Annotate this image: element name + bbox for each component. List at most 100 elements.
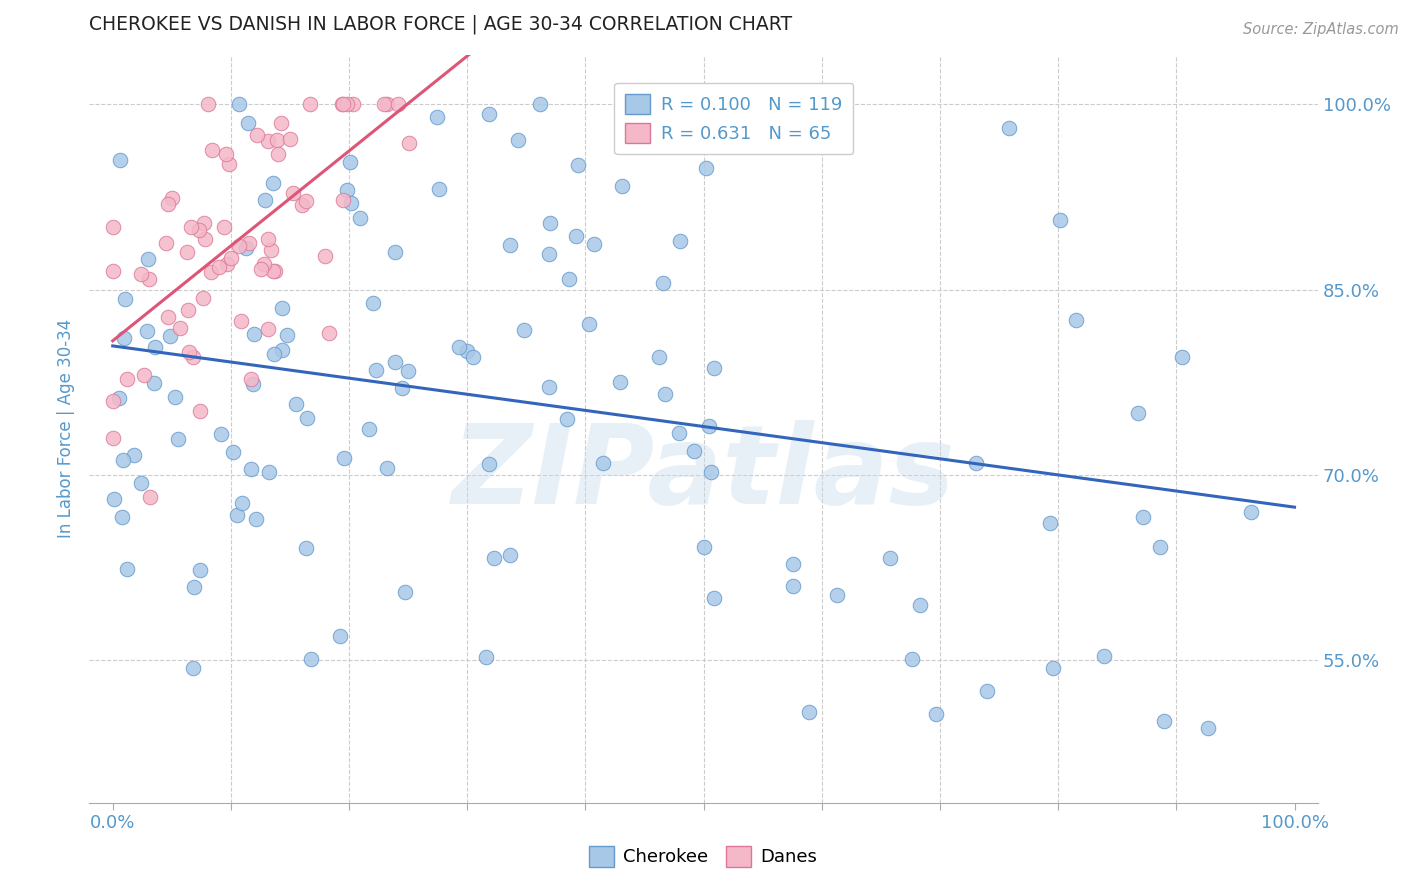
Point	[695, 161, 717, 175]
Point	[115, 372, 138, 386]
Point	[239, 462, 262, 476]
Point	[498, 238, 520, 252]
Point	[700, 465, 723, 479]
Point	[239, 372, 262, 386]
Point	[384, 244, 406, 259]
Point	[166, 432, 188, 446]
Point	[1197, 721, 1219, 735]
Point	[375, 461, 398, 475]
Point	[384, 355, 406, 369]
Point	[1039, 516, 1062, 530]
Point	[537, 247, 560, 261]
Point	[276, 327, 298, 342]
Point	[1049, 212, 1071, 227]
Point	[782, 579, 804, 593]
Point	[194, 232, 217, 246]
Point	[456, 344, 478, 359]
Point	[291, 198, 314, 212]
Point	[271, 343, 294, 357]
Point	[478, 457, 501, 471]
Point	[692, 540, 714, 554]
Point	[538, 216, 561, 230]
Point	[610, 179, 633, 194]
Point	[965, 456, 987, 470]
Point	[188, 404, 211, 418]
Point	[188, 223, 211, 237]
Point	[782, 557, 804, 571]
Point	[363, 296, 385, 310]
Point	[668, 426, 690, 441]
Point	[301, 652, 323, 666]
Point	[228, 97, 250, 112]
Point	[101, 393, 124, 408]
Point	[475, 650, 498, 665]
Point	[427, 182, 450, 196]
Point	[555, 412, 578, 426]
Point	[565, 229, 588, 244]
Point	[339, 154, 361, 169]
Point	[825, 588, 848, 602]
Point	[124, 448, 146, 462]
Point	[1132, 510, 1154, 524]
Point	[426, 110, 449, 124]
Point	[262, 177, 284, 191]
Point	[260, 244, 283, 258]
Point	[165, 390, 187, 404]
Point	[193, 292, 215, 306]
Point	[138, 252, 160, 266]
Point	[193, 216, 215, 230]
Point	[879, 551, 901, 566]
Point	[188, 563, 211, 577]
Point	[654, 386, 676, 401]
Point	[169, 320, 191, 334]
Point	[901, 652, 924, 666]
Point	[357, 422, 380, 436]
Point	[1126, 406, 1149, 420]
Point	[976, 684, 998, 698]
Point	[270, 301, 292, 316]
Point	[567, 158, 589, 172]
Point	[1153, 714, 1175, 729]
Point	[112, 453, 135, 467]
Point	[235, 241, 257, 255]
Point	[155, 236, 177, 251]
Legend: R = 0.100   N = 119, R = 0.631   N = 65: R = 0.100 N = 119, R = 0.631 N = 65	[614, 83, 853, 154]
Point	[513, 323, 536, 337]
Point	[208, 260, 231, 275]
Point	[387, 97, 409, 112]
Point	[703, 361, 725, 376]
Point	[669, 234, 692, 248]
Point	[246, 128, 269, 143]
Text: CHEROKEE VS DANISH IN LABOR FORCE | AGE 30-34 CORRELATION CHART: CHEROKEE VS DANISH IN LABOR FORCE | AGE …	[89, 15, 792, 35]
Point	[243, 327, 266, 342]
Point	[270, 115, 292, 129]
Point	[330, 97, 353, 112]
Text: ZIPatlas: ZIPatlas	[451, 420, 956, 527]
Point	[212, 219, 235, 234]
Point	[139, 490, 162, 504]
Point	[217, 256, 239, 270]
Text: Source: ZipAtlas.com: Source: ZipAtlas.com	[1243, 22, 1399, 37]
Point	[138, 272, 160, 286]
Point	[101, 264, 124, 278]
Point	[101, 219, 124, 234]
Point	[558, 272, 581, 286]
Point	[257, 232, 280, 246]
Point	[364, 362, 387, 376]
Point	[506, 133, 529, 147]
Point	[652, 276, 675, 290]
Y-axis label: In Labor Force | Age 30-34: In Labor Force | Age 30-34	[58, 319, 75, 539]
Point	[1064, 313, 1087, 327]
Point	[398, 136, 420, 151]
Point	[115, 562, 138, 576]
Point	[221, 445, 243, 459]
Point	[183, 581, 205, 595]
Point	[142, 376, 165, 390]
Point	[396, 364, 419, 378]
Point	[318, 326, 340, 340]
Point	[156, 310, 179, 325]
Point	[342, 97, 364, 112]
Point	[181, 661, 204, 675]
Point	[349, 211, 371, 225]
Point	[998, 121, 1021, 136]
